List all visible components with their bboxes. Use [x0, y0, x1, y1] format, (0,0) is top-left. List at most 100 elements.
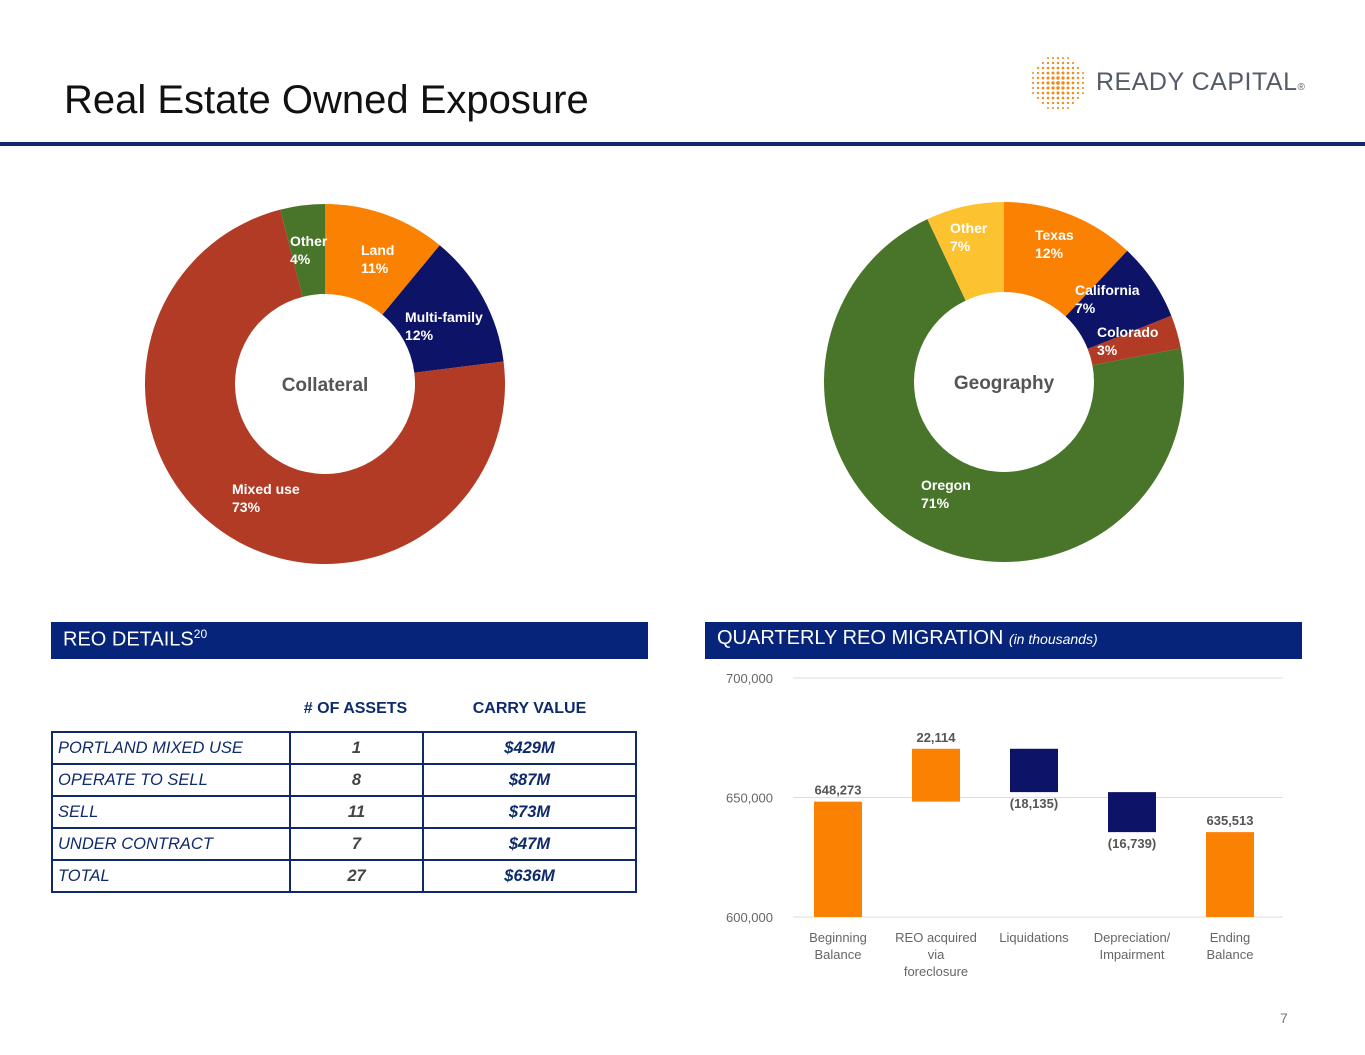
logo-dot — [1056, 81, 1060, 85]
waterfall-bar — [912, 748, 960, 802]
table-row: UNDER CONTRACT 7 $47M — [51, 827, 637, 861]
logo-dot — [1066, 76, 1070, 80]
reo-migration-waterfall-chart: 600,000 650,000 700,000 648,273 Beginning Bal… — [726, 671, 1283, 979]
reo-details-title: REO DETAILS — [63, 628, 194, 651]
logo-dot — [1041, 71, 1045, 75]
row-label: TOTAL — [51, 859, 291, 893]
logo-dot — [1066, 61, 1070, 65]
logo-dot — [1061, 66, 1065, 70]
table-row: OPERATE TO SELL 8 $87M — [51, 763, 637, 797]
row-assets: 1 — [289, 731, 424, 765]
x-category-label: Liquidations — [999, 930, 1069, 945]
logo-dot — [1067, 57, 1069, 59]
logo-dot — [1061, 76, 1065, 80]
logo-dot — [1051, 61, 1055, 65]
row-assets: 11 — [289, 795, 424, 829]
logo-dot — [1032, 92, 1034, 94]
logo-dot — [1051, 101, 1055, 105]
row-carry-value: $73M — [422, 795, 637, 829]
logo-dot — [1041, 101, 1045, 105]
slice-label: Mixed use 73% — [232, 481, 300, 515]
logo-dot — [1066, 96, 1070, 100]
slice-label: Other 7% — [950, 220, 988, 254]
logo-dot — [1036, 66, 1040, 70]
logo-dot — [1066, 71, 1070, 75]
logo-dot — [1076, 66, 1080, 70]
logo-dot — [1051, 86, 1055, 90]
logo-dot — [1047, 107, 1049, 109]
pie-slice-mixed-use — [145, 209, 505, 564]
logo-dot — [1061, 86, 1065, 90]
logo-dot — [1056, 101, 1060, 105]
bar-data-label: (18,135) — [1010, 796, 1058, 811]
logo-dot — [1051, 91, 1055, 95]
x-category-label: Ending Balance — [1207, 930, 1254, 962]
logo-dot — [1071, 86, 1075, 90]
ready-capital-logo-icon — [1031, 56, 1085, 110]
row-assets: 8 — [289, 763, 424, 797]
logo-dot — [1071, 96, 1075, 100]
logo-dot — [1031, 81, 1035, 85]
logo-dot — [1076, 91, 1080, 95]
logo-dot — [1082, 92, 1084, 94]
pie-slice-land — [325, 204, 440, 315]
logo-dot — [1071, 66, 1075, 70]
page-title: Real Estate Owned Exposure — [64, 78, 589, 122]
logo-dot — [1061, 81, 1065, 85]
table-row: TOTAL 27 $636M — [51, 859, 637, 893]
logo-dot — [1056, 96, 1060, 100]
logo-dot — [1076, 71, 1080, 75]
x-category-label: Beginning Balance — [809, 930, 867, 962]
page-number: 7 — [1280, 1010, 1288, 1026]
logo-dot — [1036, 76, 1040, 80]
logo-dot — [1082, 72, 1084, 74]
bar-data-label: 635,513 — [1207, 813, 1254, 828]
logo-registered-mark: ® — [1297, 82, 1306, 93]
pie-slice-california — [1065, 250, 1172, 349]
logo-dot — [1051, 81, 1055, 85]
title-divider — [0, 142, 1365, 146]
bar-data-label: 648,273 — [815, 783, 862, 798]
logo-dot — [1071, 76, 1075, 80]
pie-slice-texas — [1004, 202, 1128, 317]
logo-dot — [1056, 66, 1060, 70]
logo-dot — [1046, 86, 1050, 90]
logo-dot — [1076, 81, 1080, 85]
logo-dot — [1046, 71, 1050, 75]
logo-dot — [1036, 96, 1040, 100]
y-tick-label: 600,000 — [726, 910, 773, 925]
collateral-donut-chart: Land 11% Multi-family 12% Mixed use 73% Other 4… — [145, 204, 505, 564]
logo-dot — [1076, 96, 1080, 100]
logo-dot — [1061, 96, 1065, 100]
reo-details-table: PORTLAND MIXED USE 1 $429M OPERATE TO SELL 8… — [51, 731, 637, 893]
pie-slice-other — [280, 204, 325, 297]
logo-dot — [1056, 56, 1060, 60]
logo-dot — [1061, 56, 1065, 60]
reo-migration-subtitle: (in thousands) — [1008, 631, 1098, 647]
logo-dot — [1056, 106, 1060, 110]
row-label: OPERATE TO SELL — [51, 763, 291, 797]
row-carry-value: $47M — [422, 827, 637, 861]
row-assets: 27 — [289, 859, 424, 893]
pie-slice-colorado — [1087, 315, 1181, 366]
logo-dot — [1046, 101, 1050, 105]
waterfall-bar — [1206, 832, 1254, 917]
reo-migration-title: QUARTERLY REO MIGRATION — [717, 627, 1004, 649]
logo-dot — [1046, 91, 1050, 95]
logo-dot — [1041, 61, 1045, 65]
logo-dot — [1056, 91, 1060, 95]
row-label: SELL — [51, 795, 291, 829]
logo-dot — [1036, 81, 1040, 85]
logo-dot — [1051, 106, 1055, 110]
logo-dot — [1081, 86, 1085, 90]
logo-dot — [1076, 86, 1080, 90]
row-carry-value: $429M — [422, 731, 637, 765]
reo-details-footnote: 20 — [193, 627, 208, 641]
logo-dot — [1071, 101, 1075, 105]
slice-label: Oregon 71% — [921, 477, 971, 511]
row-assets: 7 — [289, 827, 424, 861]
logo-dot — [1031, 76, 1035, 80]
pie-slice-multi-family — [382, 245, 504, 373]
column-header-assets: # OF ASSETS — [303, 700, 408, 717]
logo-dot — [1041, 86, 1045, 90]
